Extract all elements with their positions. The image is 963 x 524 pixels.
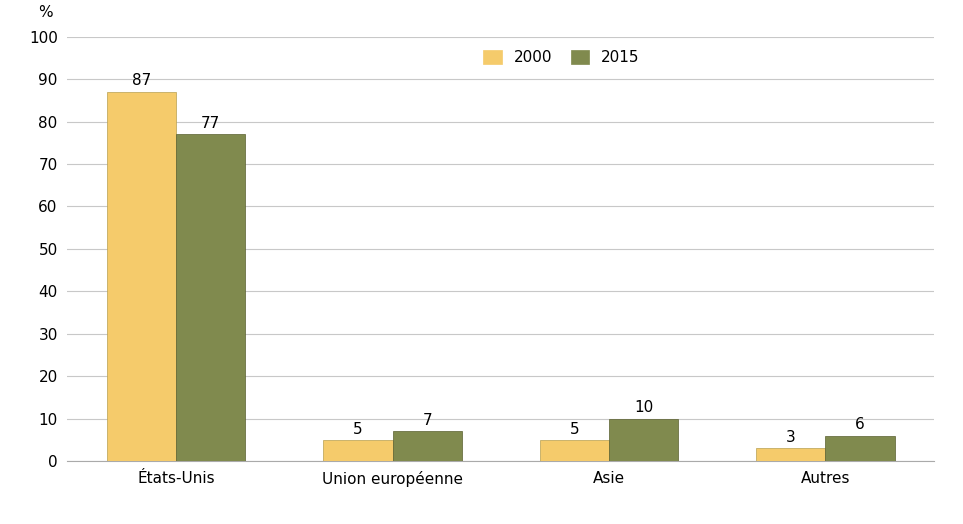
Y-axis label: %: % <box>39 5 53 20</box>
Text: 7: 7 <box>423 413 432 428</box>
Bar <box>176 134 246 461</box>
Text: 6: 6 <box>855 417 865 432</box>
Bar <box>393 431 462 461</box>
Bar <box>107 92 176 461</box>
Bar <box>324 440 393 461</box>
Bar <box>539 440 609 461</box>
Text: 87: 87 <box>132 73 151 89</box>
Text: 77: 77 <box>201 116 221 131</box>
Bar <box>825 435 895 461</box>
Text: 5: 5 <box>353 421 363 436</box>
Text: 10: 10 <box>634 400 653 416</box>
Text: 3: 3 <box>786 430 795 445</box>
Bar <box>756 449 825 461</box>
Text: 5: 5 <box>569 421 579 436</box>
Bar <box>609 419 678 461</box>
Legend: 2000, 2015: 2000, 2015 <box>477 45 646 72</box>
